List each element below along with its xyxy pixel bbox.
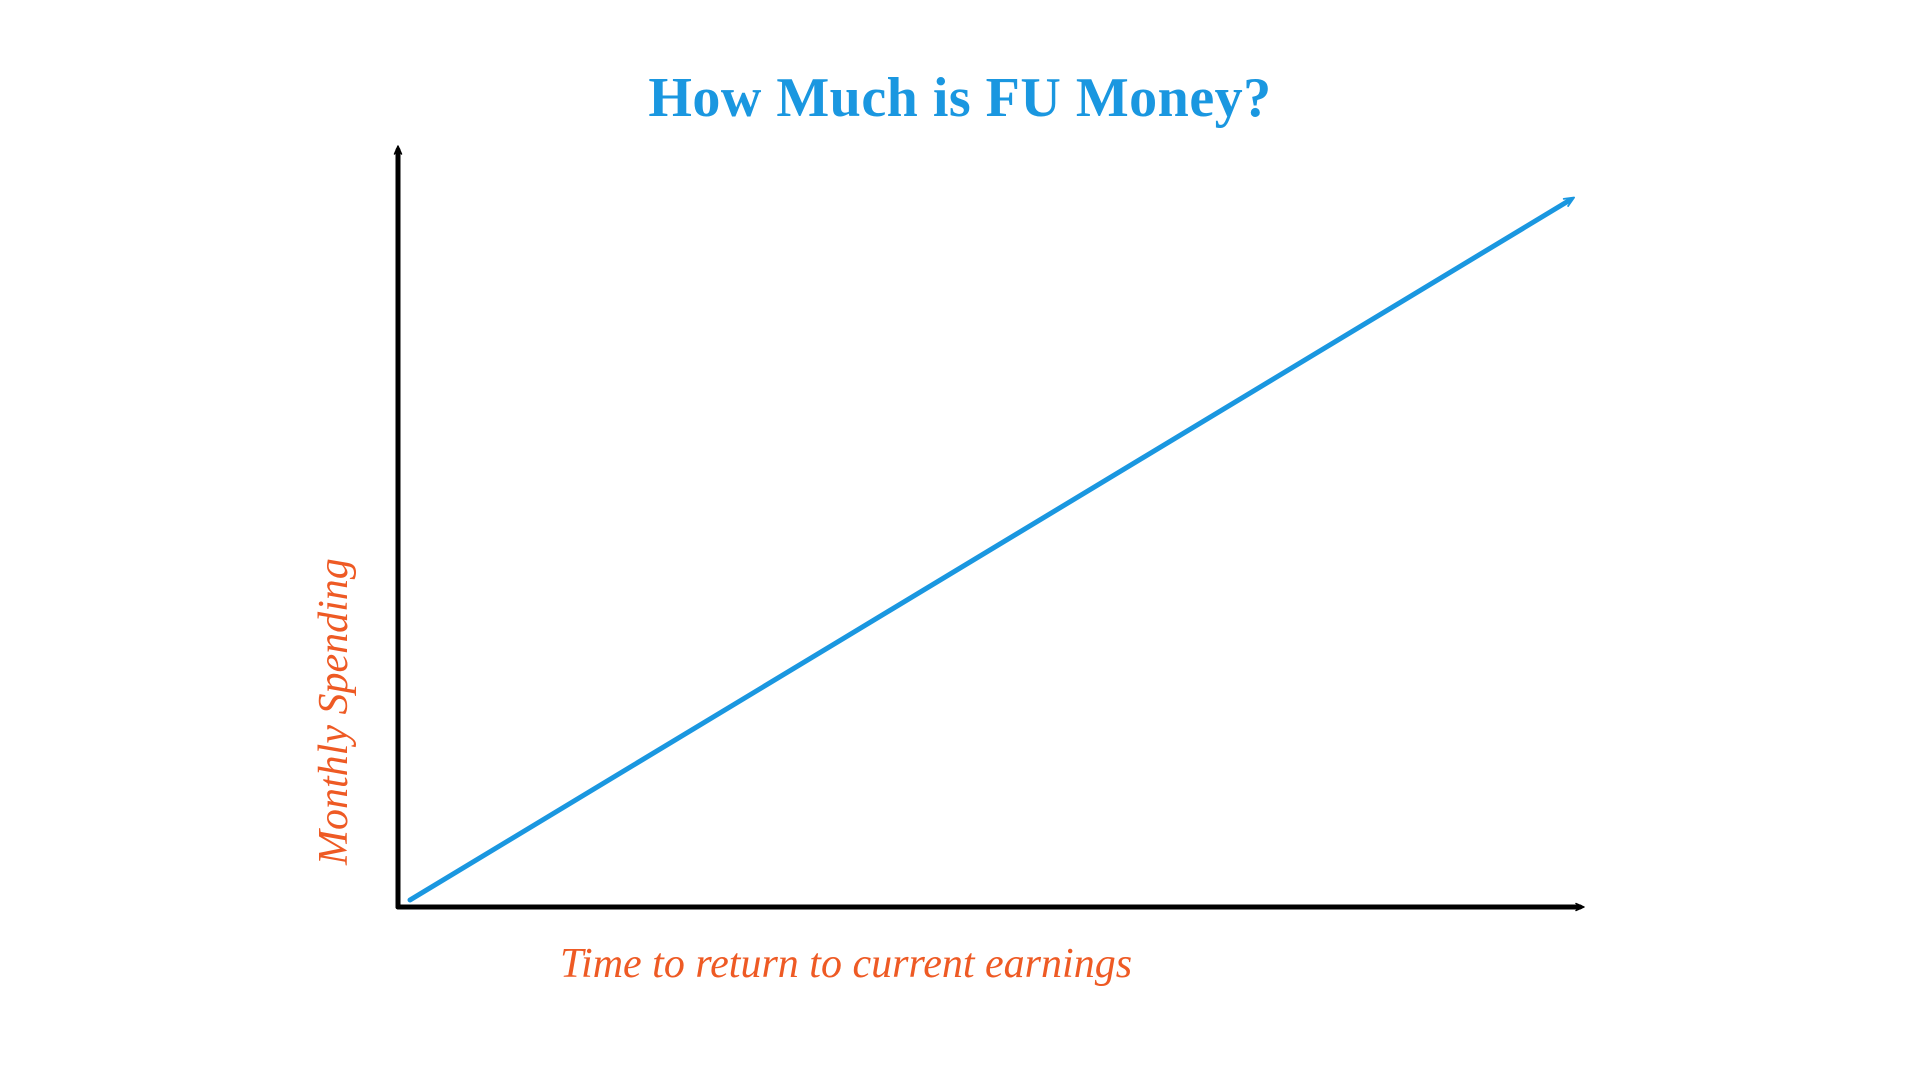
- y-axis-label: Monthly Spending: [310, 558, 358, 865]
- page: How Much is FU Money? Monthly Spending T…: [0, 0, 1920, 1080]
- data-line: [410, 200, 1570, 900]
- chart-svg: [0, 0, 1920, 1080]
- x-axis-label: Time to return to current earnings: [560, 940, 1132, 988]
